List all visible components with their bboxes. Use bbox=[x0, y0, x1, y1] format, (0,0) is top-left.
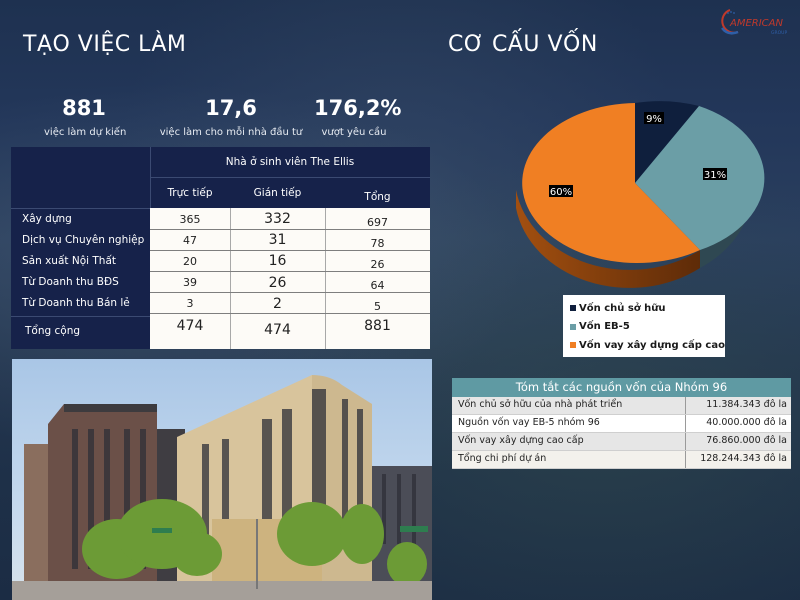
label-bg bbox=[549, 185, 573, 197]
cell-furniture-indirect: 16 bbox=[268, 253, 287, 269]
cell-realestate-direct: 39 bbox=[183, 276, 197, 289]
cell-total-direct: 474 bbox=[176, 318, 204, 334]
divider bbox=[150, 229, 430, 230]
capital-summary-table: Tóm tắt các nguồn vốn của Nhóm 96 Vốn ch… bbox=[452, 378, 791, 469]
american-group-logo: AMERICAN GROUP bbox=[716, 6, 796, 36]
row-label-construction: Xây dựng bbox=[22, 213, 72, 225]
building-photo bbox=[12, 359, 432, 600]
cell-professional-total: 78 bbox=[370, 237, 385, 250]
summary-value: 40.000.000 đô la bbox=[706, 417, 787, 428]
label-bg bbox=[644, 112, 664, 124]
column-header-direct: Trực tiếp bbox=[167, 187, 213, 199]
stat-jobs-per-investor: 17,6 việc làm cho mỗi nhà đầu tư bbox=[156, 96, 306, 138]
stat-value: 17,6 bbox=[205, 96, 257, 120]
label-bg bbox=[703, 168, 727, 180]
pie-depth-teal bbox=[700, 190, 750, 268]
cell-construction-direct: 365 bbox=[179, 213, 201, 226]
divider bbox=[230, 208, 231, 349]
pie-depth-orange bbox=[516, 190, 700, 288]
stat-jobs-expected: 881 việc làm dự kiến bbox=[44, 96, 127, 138]
summary-label: Vốn chủ sở hữu của nhà phát triển bbox=[452, 397, 686, 414]
stat-label: việc làm dự kiến bbox=[44, 127, 127, 138]
row-label-total: Tổng cộng bbox=[25, 325, 81, 337]
pie-label-senior-loan: 60% bbox=[550, 187, 572, 198]
row-label-furniture: Sản xuất Nội Thất bbox=[22, 255, 117, 267]
row-label-realestate: Từ Doanh thu BĐS bbox=[22, 276, 119, 288]
legend-label: Vốn vay xây dựng cấp cao bbox=[579, 339, 725, 351]
legend-swatch-icon bbox=[570, 323, 576, 330]
table-body: 365 332 697 47 31 78 20 16 26 39 26 64 3… bbox=[150, 208, 430, 349]
cell-retail-total: 5 bbox=[374, 300, 381, 313]
pie-slice-senior-loan bbox=[522, 103, 700, 263]
row-label-professional: Dịch vụ Chuyên nghiệp bbox=[22, 234, 145, 246]
pie-slice-eb5 bbox=[635, 106, 765, 250]
summary-row: Vốn vay xây dựng cao cấp 76.860.000 đô l… bbox=[452, 433, 791, 451]
stat-exceed-requirement: 176,2% vượt yêu cầu bbox=[314, 96, 402, 138]
jobs-section-title: TẠO VIỆC LÀM bbox=[23, 32, 187, 57]
legend-item-senior-loan: Vốn vay xây dựng cấp cao bbox=[570, 336, 725, 355]
cell-retail-direct: 3 bbox=[186, 297, 194, 310]
cell-construction-total: 697 bbox=[367, 216, 388, 229]
cell-professional-direct: 47 bbox=[183, 234, 197, 247]
divider bbox=[150, 177, 430, 178]
stat-label: việc làm cho mỗi nhà đầu tư bbox=[159, 127, 303, 138]
legend-label: Vốn EB-5 bbox=[579, 321, 630, 333]
summary-label: Vốn vay xây dựng cao cấp bbox=[452, 433, 686, 450]
cell-total-total: 881 bbox=[364, 318, 391, 334]
cell-realestate-indirect: 26 bbox=[268, 275, 287, 291]
summary-label: Nguồn vốn vay EB-5 nhóm 96 bbox=[452, 415, 686, 432]
legend-swatch-icon bbox=[570, 342, 576, 349]
divider bbox=[11, 208, 150, 209]
summary-value: 128.244.343 đô la bbox=[700, 453, 787, 464]
cell-furniture-total: 26 bbox=[370, 258, 385, 271]
divider bbox=[150, 271, 430, 272]
row-label-retail: Từ Doanh thu Bán lẻ bbox=[22, 297, 130, 309]
cell-construction-indirect: 332 bbox=[264, 211, 291, 227]
summary-value: 76.860.000 đô la bbox=[706, 435, 787, 446]
svg-text:GROUP: GROUP bbox=[771, 30, 787, 36]
divider bbox=[150, 313, 430, 314]
cell-professional-indirect: 31 bbox=[268, 232, 287, 248]
cell-furniture-direct: 20 bbox=[183, 255, 197, 268]
summary-row: Nguồn vốn vay EB-5 nhóm 96 40.000.000 đô… bbox=[452, 415, 791, 433]
stat-value: 881 bbox=[62, 96, 106, 120]
summary-value: 11.384.343 đô la bbox=[706, 399, 787, 410]
jobs-table: Nhà ở sinh viên The Ellis Trực tiếp Gián… bbox=[11, 147, 430, 349]
pie-label-equity: 9% bbox=[646, 114, 662, 125]
legend-item-equity: Vốn chủ sở hữu bbox=[570, 299, 725, 318]
pie-label-eb5: 31% bbox=[704, 170, 726, 181]
stat-label: vượt yêu cầu bbox=[321, 127, 387, 138]
column-header-indirect: Gián tiếp bbox=[253, 187, 302, 199]
divider bbox=[11, 316, 150, 317]
table-group-header: Nhà ở sinh viên The Ellis bbox=[225, 156, 355, 168]
summary-label: Tổng chi phí dự án bbox=[452, 451, 686, 468]
logo-icon: AMERICAN GROUP bbox=[721, 9, 787, 36]
pie-legend: Vốn chủ sở hữu Vốn EB-5 Vốn vay xây dựng… bbox=[563, 295, 725, 357]
cell-realestate-total: 64 bbox=[370, 279, 385, 292]
divider bbox=[150, 292, 430, 293]
svg-text:AMERICAN: AMERICAN bbox=[729, 18, 784, 29]
summary-row: Tổng chi phí dự án 128.244.343 đô la bbox=[452, 451, 791, 469]
legend-item-eb5: Vốn EB-5 bbox=[570, 318, 725, 337]
legend-swatch-icon bbox=[570, 305, 576, 312]
divider bbox=[150, 250, 430, 251]
cell-retail-indirect: 2 bbox=[273, 296, 282, 312]
summary-row: Vốn chủ sở hữu của nhà phát triển 11.384… bbox=[452, 397, 791, 415]
capital-section-title: CƠ CẤU VỐN bbox=[448, 32, 598, 57]
cell-total-indirect: 474 bbox=[264, 322, 291, 338]
column-header-total: Tổng bbox=[364, 191, 391, 203]
legend-label: Vốn chủ sở hữu bbox=[579, 302, 666, 314]
capital-pie-chart: 9% 31% 60% bbox=[505, 98, 765, 298]
summary-table-title: Tóm tắt các nguồn vốn của Nhóm 96 bbox=[452, 378, 791, 397]
divider bbox=[325, 208, 326, 349]
stat-value: 176,2% bbox=[314, 96, 402, 120]
